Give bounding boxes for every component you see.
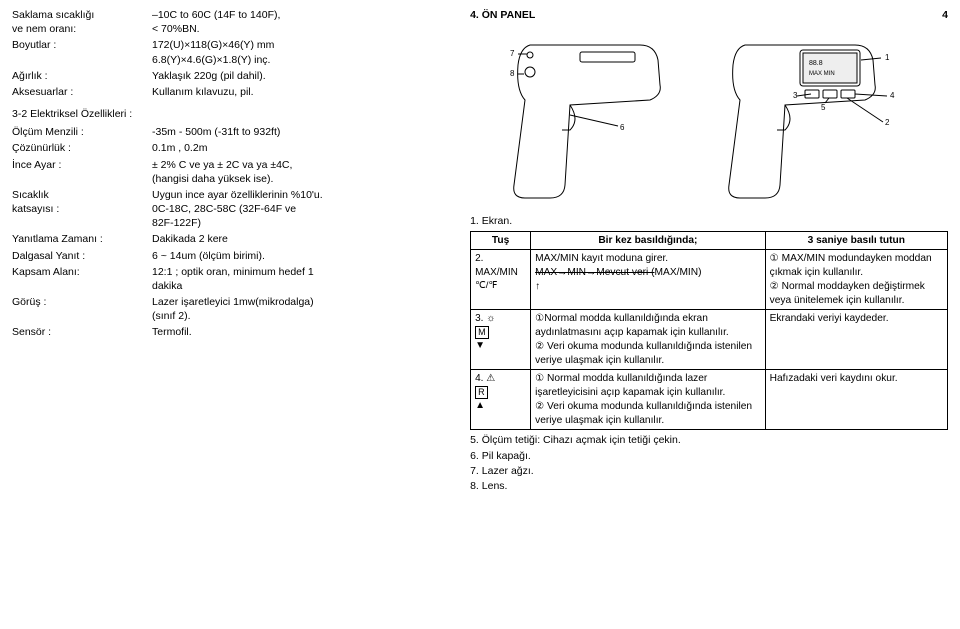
once-cell: ① Normal modda kullanıldığında lazer işa… <box>531 370 766 430</box>
spec-label: Çözünürlük : <box>12 141 152 155</box>
button-cell: 3. ☼M▼ <box>471 310 531 370</box>
spec-label: Sensör : <box>12 325 152 339</box>
device-diagram: 7 8 6 88.8 MAX MIN <box>470 30 948 204</box>
spec-label: İnce Ayar : <box>12 158 152 186</box>
fig-label-1: 1. Ekran. <box>470 214 948 228</box>
spec-row: Yanıtlama Zamanı :Dakikada 2 kere <box>12 232 450 246</box>
hold-cell: Hafızadaki veri kaydını okur. <box>765 370 947 430</box>
spec-row: Ağırlık :Yaklaşık 220g (pil dahil). <box>12 69 450 83</box>
list-item: 7. Lazer ağzı. <box>470 464 948 478</box>
col-header-button: Tuş <box>471 231 531 250</box>
electrical-specs: Ölçüm Menzili :-35m - 500m (-31ft to 932… <box>12 125 450 339</box>
spec-label: Saklama sıcaklığıve nem oranı: <box>12 8 152 36</box>
spec-label: Görüş : <box>12 295 152 323</box>
spec-row: Görüş :Lazer işaretleyici 1mw(mikrodalga… <box>12 295 450 323</box>
spec-label: Ağırlık : <box>12 69 152 83</box>
svg-text:MAX MIN: MAX MIN <box>809 71 835 77</box>
page-number: 4 <box>942 8 948 22</box>
spec-label: Boyutlar : <box>12 38 152 66</box>
spec-label: Yanıtlama Zamanı : <box>12 232 152 246</box>
spec-label: Dalgasal Yanıt : <box>12 249 152 263</box>
spec-label: Aksesuarlar : <box>12 85 152 99</box>
post-table-list: 5. Ölçüm tetiği: Cihazı açmak için tetiğ… <box>470 433 948 493</box>
svg-text:88.8: 88.8 <box>809 60 823 67</box>
front-panel-title: 4. ÖN PANEL <box>470 8 535 22</box>
spec-row: Ölçüm Menzili :-35m - 500m (-31ft to 932… <box>12 125 450 139</box>
electrical-heading: 3-2 Elektriksel Özellikleri : <box>12 107 450 121</box>
spec-value: Uygun ince ayar özelliklerinin %10'u.0C-… <box>152 188 450 231</box>
list-item: 5. Ölçüm tetiği: Cihazı açmak için tetiğ… <box>470 433 948 447</box>
spec-value: Lazer işaretleyici 1mw(mikrodalga)(sınıf… <box>152 295 450 323</box>
spec-value: Yaklaşık 220g (pil dahil). <box>152 69 450 83</box>
spec-value: Termofil. <box>152 325 450 339</box>
button-table: Tuş Bir kez basıldığında; 3 saniye basıl… <box>470 231 948 431</box>
col-header-once: Bir kez basıldığında; <box>531 231 766 250</box>
button-cell: 2.MAX/MIN℃/℉ <box>471 250 531 310</box>
front-panel-header: 4. ÖN PANEL 4 <box>470 8 948 22</box>
list-item: 6. Pil kapağı. <box>470 449 948 463</box>
left-column: Saklama sıcaklığıve nem oranı:–10C to 60… <box>12 8 450 494</box>
spec-row: Saklama sıcaklığıve nem oranı:–10C to 60… <box>12 8 450 36</box>
once-cell: ①Normal modda kullanıldığında ekran aydı… <box>531 310 766 370</box>
spec-value: Dakikada 2 kere <box>152 232 450 246</box>
spec-value: 172(U)×118(G)×46(Y) mm6.8(Y)×4.6(G)×1.8(… <box>152 38 450 66</box>
spec-row: Sıcaklıkkatsayısı :Uygun ince ayar özell… <box>12 188 450 231</box>
svg-text:8: 8 <box>510 69 515 78</box>
spec-value: 0.1m , 0.2m <box>152 141 450 155</box>
spec-value: ± 2% C ve ya ± 2C va ya ±4C,(hangisi dah… <box>152 158 450 186</box>
hold-cell: ① MAX/MIN modundayken moddan çıkmak için… <box>765 250 947 310</box>
col-header-hold: 3 saniye basılı tutun <box>765 231 947 250</box>
svg-text:1: 1 <box>885 53 890 62</box>
spec-row: İnce Ayar :± 2% C ve ya ± 2C va ya ±4C,(… <box>12 158 450 186</box>
spec-value: Kullanım kılavuzu, pil. <box>152 85 450 99</box>
button-cell: 4. ⚠R▲ <box>471 370 531 430</box>
spec-row: Dalgasal Yanıt :6 ~ 14um (ölçüm birimi). <box>12 249 450 263</box>
svg-text:6: 6 <box>620 123 625 132</box>
list-item: 8. Lens. <box>470 479 948 493</box>
svg-text:7: 7 <box>510 49 515 58</box>
general-specs: Saklama sıcaklığıve nem oranı:–10C to 60… <box>12 8 450 99</box>
right-column: 4. ÖN PANEL 4 7 8 <box>470 8 948 494</box>
spec-row: Boyutlar :172(U)×118(G)×46(Y) mm6.8(Y)×4… <box>12 38 450 66</box>
svg-text:2: 2 <box>885 118 890 127</box>
svg-text:5: 5 <box>821 103 826 112</box>
spec-label: Kapsam Alanı: <box>12 265 152 293</box>
spec-label: Sıcaklıkkatsayısı : <box>12 188 152 231</box>
svg-text:4: 4 <box>890 91 895 100</box>
table-row: 4. ⚠R▲① Normal modda kullanıldığında laz… <box>471 370 948 430</box>
spec-row: Sensör :Termofil. <box>12 325 450 339</box>
spec-value: 6 ~ 14um (ölçüm birimi). <box>152 249 450 263</box>
table-row: 2.MAX/MIN℃/℉MAX/MIN kayıt moduna girer.M… <box>471 250 948 310</box>
spec-row: Aksesuarlar :Kullanım kılavuzu, pil. <box>12 85 450 99</box>
hold-cell: Ekrandaki veriyi kaydeder. <box>765 310 947 370</box>
spec-value: –10C to 60C (14F to 140F),< 70%BN. <box>152 8 450 36</box>
spec-row: Çözünürlük :0.1m , 0.2m <box>12 141 450 155</box>
spec-value: -35m - 500m (-31ft to 932ft) <box>152 125 450 139</box>
spec-value: 12:1 ; optik oran, minimum hedef 1dakika <box>152 265 450 293</box>
spec-row: Kapsam Alanı:12:1 ; optik oran, minimum … <box>12 265 450 293</box>
spec-label: Ölçüm Menzili : <box>12 125 152 139</box>
once-cell: MAX/MIN kayıt moduna girer.MAX→MIN→Mevcu… <box>531 250 766 310</box>
table-row: 3. ☼M▼①Normal modda kullanıldığında ekra… <box>471 310 948 370</box>
